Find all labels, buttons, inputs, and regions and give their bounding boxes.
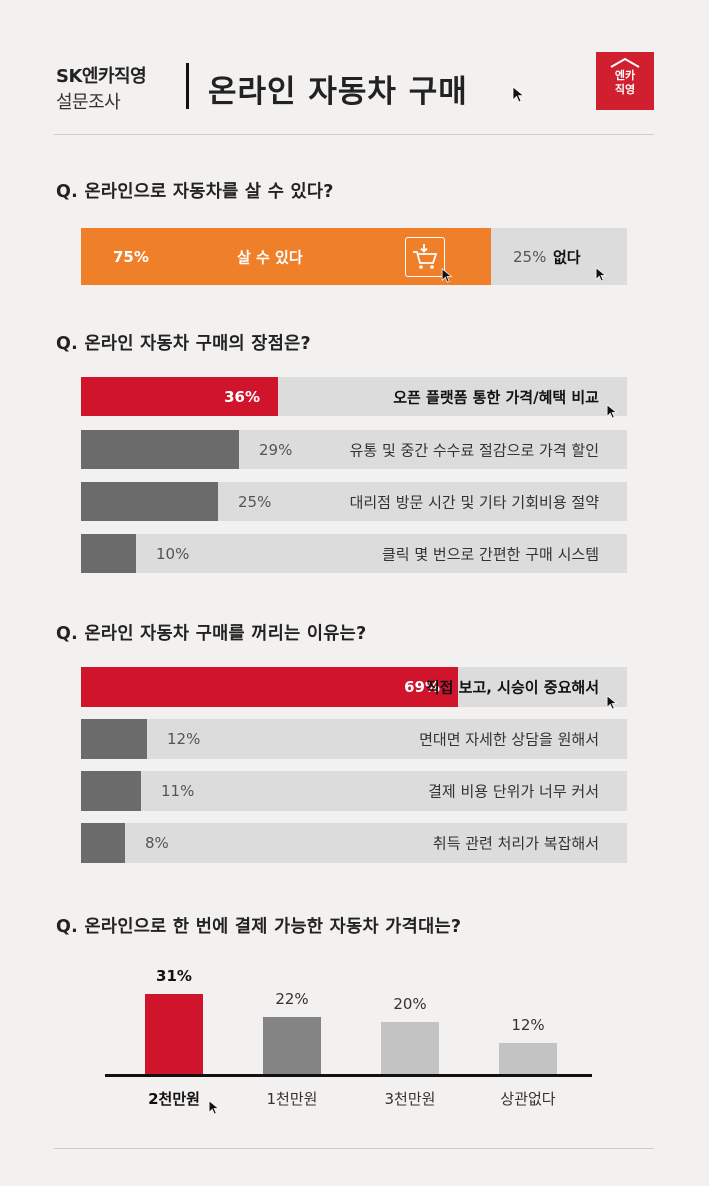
q4-pct: 20% [393,995,427,1013]
q2-row: 25% 대리점 방문 시간 및 기타 기회비용 절약 [81,482,627,521]
q4-pct: 12% [511,1016,545,1034]
q2-bar [81,534,136,573]
q4-category: 3천만원 [384,1090,436,1108]
q4-category: 상관없다 [500,1090,556,1108]
q3-row: 69% 직접 보고, 시승이 중요해서 [81,667,627,707]
q4-bar [499,1043,557,1074]
q2-label: 유통 및 중간 수수료 절감으로 가격 할인 [349,441,599,459]
q3-bar [81,719,147,759]
cursor-icon [606,695,618,714]
q4-baseline [105,1074,592,1077]
logo: 엔카 직영 [596,52,654,110]
q2-bar [81,430,239,469]
logo-text-line1: 엔카 [614,69,636,82]
q2-pct: 10% [156,544,190,563]
q2-bar [81,377,278,416]
q2-label: 클릭 몇 번으로 간편한 구매 시스템 [381,545,599,563]
q3-label: 면대면 자세한 상담을 원해서 [419,730,599,749]
q3-bar [81,823,125,863]
cursor-icon [595,267,607,282]
q2-label: 오픈 플랫폼 통한 가격/혜택 비교 [393,388,599,406]
q2-row: 36% 오픈 플랫폼 통한 가격/혜택 비교 [81,377,627,416]
divider-top [54,134,654,135]
cursor-icon [441,268,453,283]
q3-pct: 11% [161,782,195,800]
q4-bar [263,1017,321,1074]
q2-bar [81,482,218,521]
q3-row: 12% 면대면 자세한 상담을 원해서 [81,719,627,759]
cursor-icon [606,404,618,423]
q4-pct: 31% [156,967,192,985]
cursor-icon [512,86,525,103]
question-2: Q. 온라인 자동차 구매의 장점은? [56,334,311,354]
brand-name: SK엔카직영 [56,66,147,87]
q4-pct: 22% [275,990,309,1008]
q3-row: 8% 취득 관련 처리가 복잡해서 [81,823,627,863]
brand-subtitle: 설문조사 [56,92,121,113]
cursor-icon [208,1100,220,1115]
q3-bar [81,771,141,811]
q4-category: 2천만원 [148,1090,200,1108]
q3-pct: 8% [145,834,169,852]
page-title: 온라인 자동차 구매 [208,74,468,110]
q1-yes-label: 살 수 있다 [237,248,303,266]
q3-bar [81,667,458,707]
title-divider [186,63,189,109]
question-3: Q. 온라인 자동차 구매를 꺼리는 이유는? [56,624,367,644]
q2-row: 29% 유통 및 중간 수수료 절감으로 가격 할인 [81,430,627,469]
q4-bar [381,1022,439,1074]
q2-pct: 36% [224,387,260,406]
q4-category: 1천만원 [266,1090,318,1108]
question-1: Q. 온라인으로 자동차를 살 수 있다? [56,182,334,202]
q2-pct: 29% [259,440,293,459]
divider-bottom [54,1148,654,1149]
q3-label: 직접 보고, 시승이 중요해서 [425,678,599,697]
q2-pct: 25% [238,492,272,511]
q3-row: 11% 결제 비용 단위가 너무 커서 [81,771,627,811]
q1-bar-track: 75% 살 수 있다 25% 없다 [81,228,627,285]
q1-no-pct: 25% [513,247,547,266]
logo-text-line2: 직영 [614,83,636,96]
q1-no-label: 없다 [553,248,581,266]
logo-roof-icon [610,57,640,68]
q3-label: 취득 관련 처리가 복잡해서 [432,834,599,853]
shopping-cart-icon[interactable] [405,237,445,277]
q4-bar [145,994,203,1074]
q3-pct: 12% [167,730,201,748]
q3-label: 결제 비용 단위가 너무 커서 [428,782,599,801]
question-4: Q. 온라인으로 한 번에 결제 가능한 자동차 가격대는? [56,917,462,937]
q3-pct: 69% [404,678,440,696]
shopping-cart-glyph [413,244,438,269]
q2-label: 대리점 방문 시간 및 기타 기회비용 절약 [349,493,599,511]
q1-yes-pct: 75% [113,247,149,266]
q2-row: 10% 클릭 몇 번으로 간편한 구매 시스템 [81,534,627,573]
